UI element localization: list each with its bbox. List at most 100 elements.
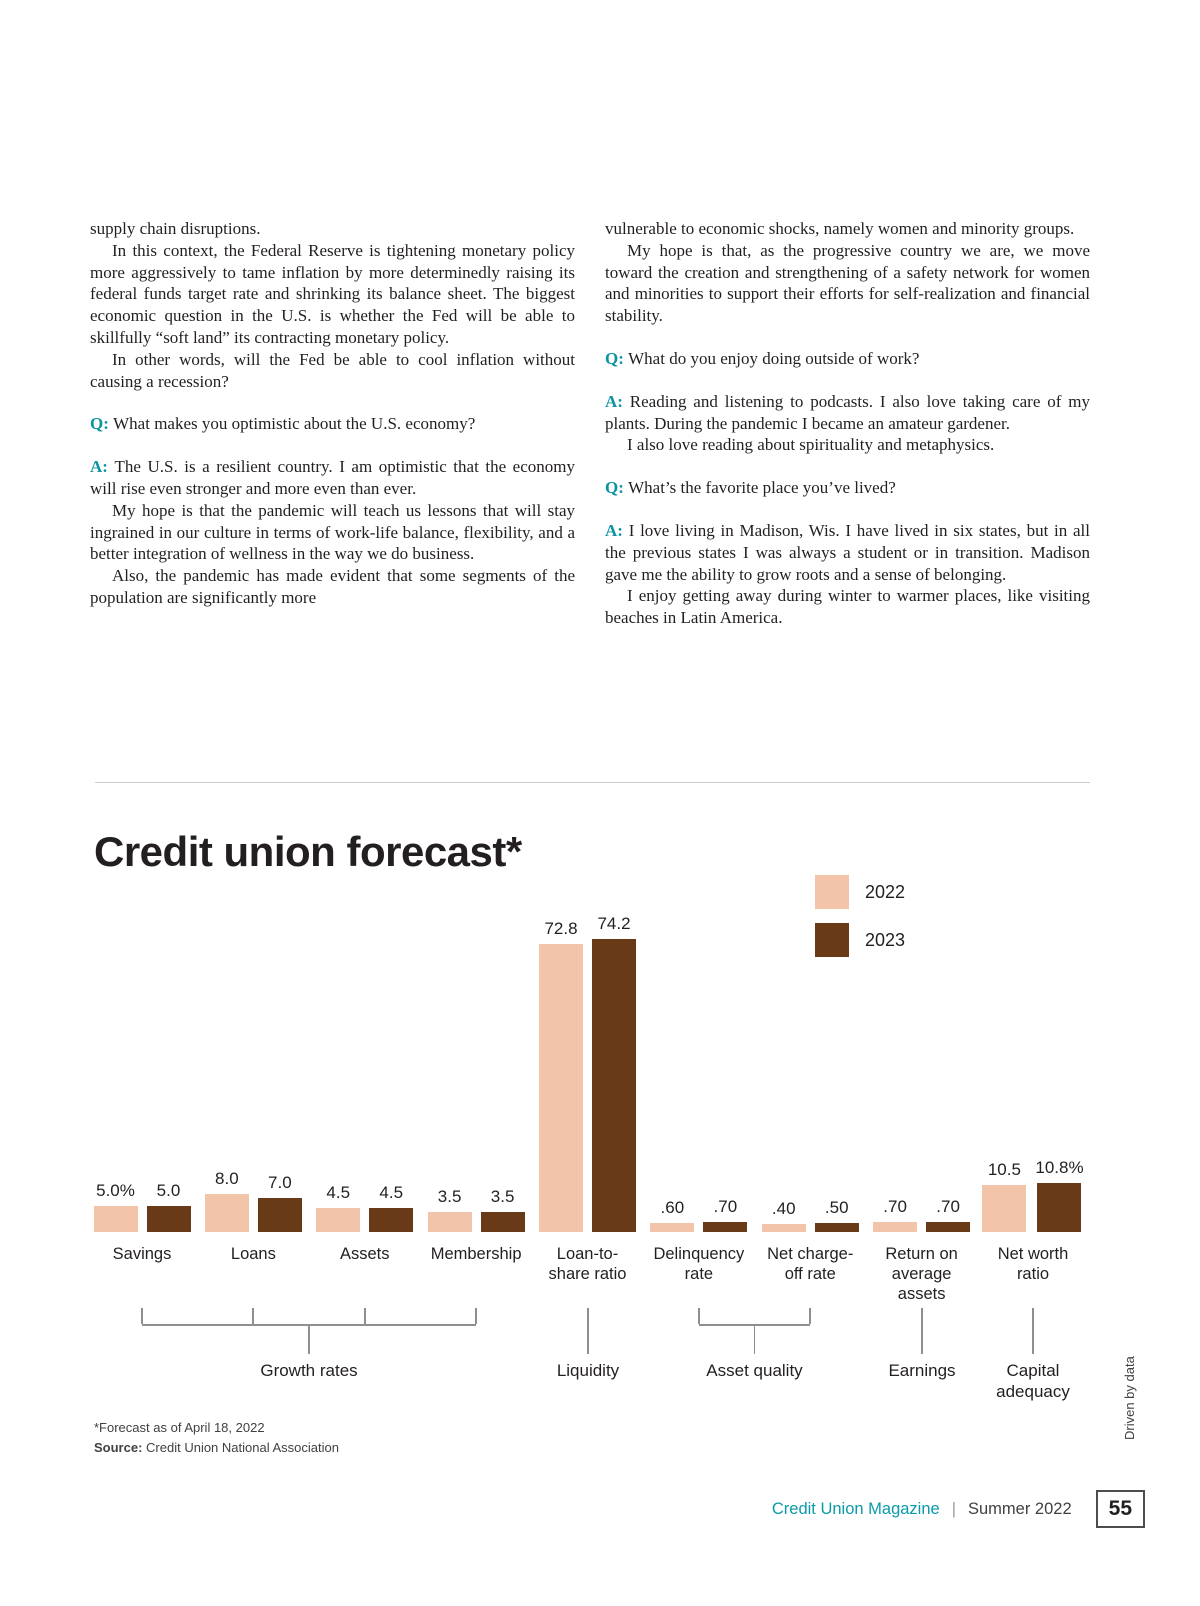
bar-col: .50 xyxy=(814,1198,859,1232)
legend-swatch-2022 xyxy=(814,875,849,909)
bar-group-delinquency-rate: .60 .70 Delinquency rate xyxy=(647,1197,751,1308)
bar-value-label: 72.8 xyxy=(544,919,578,939)
bar-2022 xyxy=(427,1211,472,1232)
article-column-right: vulnerable to economic shocks, namely wo… xyxy=(605,218,1090,629)
legend-item: 2023 xyxy=(814,923,905,957)
bar-2023 xyxy=(369,1207,414,1232)
bar-col: 4.5 xyxy=(369,1182,414,1232)
bar-col: 7.0 xyxy=(257,1173,302,1232)
bracket-line xyxy=(308,1324,310,1354)
chart-plot: 5.0% 5.0 Savings 8.0 7.0 Loans 4.5 4.5 Assets 3.5… xyxy=(90,914,1085,1309)
bar-2022 xyxy=(982,1184,1027,1232)
bar-col: 74.2 xyxy=(592,914,636,1232)
article-text: supply chain disruptions. In this context… xyxy=(90,218,1090,629)
bar-value-label: 10.5 xyxy=(987,1159,1021,1179)
bar-pair: .40 .50 xyxy=(761,1198,859,1232)
bar-group-loan-to-share-ratio: 72.8 74.2 Loan-to- share ratio xyxy=(536,914,640,1308)
body-paragraph: I also love reading about spirituality a… xyxy=(627,435,995,455)
bar-value-label: 4.5 xyxy=(326,1182,351,1202)
qa-paragraph: Q: What makes you optimistic about the U… xyxy=(90,414,476,434)
category-label: Delinquency rate xyxy=(653,1245,745,1283)
body-paragraph: vulnerable to economic shocks, namely wo… xyxy=(605,219,1075,238)
bar-2023 xyxy=(1037,1183,1082,1232)
bar-value-label: 74.2 xyxy=(597,914,631,933)
bar-2022 xyxy=(93,1205,138,1232)
bar-group-loans: 8.0 7.0 Loans xyxy=(201,1169,305,1308)
bar-2023 xyxy=(257,1198,302,1232)
source-line: Source: Credit Union National Associatio… xyxy=(94,1438,1085,1458)
legend-swatch-2023 xyxy=(814,923,849,957)
bar-col: .70 xyxy=(703,1197,748,1232)
bar-2023 xyxy=(926,1222,971,1232)
bar-2023 xyxy=(592,939,636,1232)
footer-separator: | xyxy=(951,1499,956,1518)
category-label: Assets xyxy=(339,1245,390,1263)
category-label: Loans xyxy=(230,1245,276,1263)
bar-value-label: .60 xyxy=(660,1197,685,1217)
bar-2022 xyxy=(650,1222,695,1232)
qa-prefix: A: xyxy=(90,457,115,477)
category-label: Membership xyxy=(430,1245,522,1263)
bar-value-label: .70 xyxy=(936,1197,960,1217)
bracket-line xyxy=(698,1308,700,1324)
bar-pair: 10.5 10.8% xyxy=(982,1158,1084,1232)
bar-col: 5.0 xyxy=(146,1180,191,1232)
driven-by-data-label: Driven by data xyxy=(1122,1356,1137,1440)
bar-col: 72.8 xyxy=(539,919,583,1232)
bar-col: .40 xyxy=(761,1198,806,1232)
chart-section: Credit union forecast* 2022 2023 5.0% 5.0 S… xyxy=(90,828,1085,1458)
bar-2023 xyxy=(146,1205,191,1232)
body-paragraph: In other words, will the Fed be able to … xyxy=(90,349,575,391)
bar-value-label: .40 xyxy=(771,1198,796,1218)
bar-group-return-on-average-assets: .70 .70 Return on average assets xyxy=(870,1197,974,1308)
bar-col: .70 xyxy=(926,1197,971,1232)
page-number: 55 xyxy=(1095,1490,1145,1528)
group-label-earnings: Earnings xyxy=(888,1361,956,1380)
chart-legend: 2022 2023 xyxy=(814,875,905,971)
issue-label: Summer 2022 xyxy=(968,1499,1072,1518)
bar-pair: 72.8 74.2 xyxy=(539,914,636,1232)
bar-value-label: .50 xyxy=(824,1198,849,1218)
bracket-line xyxy=(141,1308,143,1324)
section-divider xyxy=(95,782,1090,783)
bar-2022 xyxy=(539,944,583,1232)
chart-footnotes: *Forecast as of April 18, 2022 Source: C… xyxy=(94,1418,1085,1458)
qa-prefix: Q: xyxy=(605,348,629,368)
bracket-line xyxy=(587,1308,589,1354)
bar-value-label: 5.0 xyxy=(156,1180,181,1200)
group-label-growth-rates: Growth rates xyxy=(260,1361,358,1380)
bar-col: 5.0% xyxy=(93,1180,138,1232)
group-label-capital-adequacy: Capital adequacy xyxy=(996,1361,1070,1401)
bar-pair: 8.0 7.0 xyxy=(204,1169,302,1232)
bar-pair: 3.5 3.5 xyxy=(427,1187,525,1232)
bar-col: 8.0 xyxy=(204,1169,249,1232)
bar-col: 10.8% xyxy=(1035,1158,1084,1232)
body-paragraph: I enjoy getting away during winter to wa… xyxy=(605,586,1090,628)
bar-pair: 4.5 4.5 xyxy=(316,1182,414,1232)
bar-value-label: .70 xyxy=(883,1197,907,1217)
category-label: Net worth ratio xyxy=(997,1245,1069,1283)
bar-2023 xyxy=(480,1211,525,1232)
qa-prefix: Q: xyxy=(90,414,114,434)
bar-col: 3.5 xyxy=(480,1187,525,1232)
bar-value-label: 7.0 xyxy=(268,1173,292,1192)
bracket-line xyxy=(364,1308,366,1324)
category-label: Return on average assets xyxy=(885,1245,958,1303)
bar-2023 xyxy=(814,1223,859,1232)
bar-group-net-charge-off-rate: .40 .50 Net charge- off rate xyxy=(758,1198,862,1308)
bar-value-label: 5.0% xyxy=(96,1180,135,1200)
bar-group-membership: 3.5 3.5 Membership xyxy=(424,1187,528,1309)
qa-paragraph: A: Reading and listening to podcasts. I … xyxy=(605,391,1090,433)
legend-label: 2022 xyxy=(864,881,905,902)
group-label-liquidity: Liquidity xyxy=(556,1361,620,1380)
qa-prefix: Q: xyxy=(605,478,629,498)
bar-value-label: 10.8% xyxy=(1035,1158,1084,1178)
legend-label: 2023 xyxy=(864,929,905,950)
bar-value-label: 4.5 xyxy=(379,1182,404,1202)
bar-col: .60 xyxy=(650,1197,695,1232)
magazine-name: Credit Union Magazine xyxy=(771,1499,940,1518)
bar-col: .70 xyxy=(873,1197,918,1232)
body-paragraph: My hope is that the pandemic will teach … xyxy=(90,500,575,564)
bar-pair: .70 .70 xyxy=(873,1197,971,1232)
qa-paragraph: A: The U.S. is a resilient country. I am… xyxy=(90,457,575,498)
